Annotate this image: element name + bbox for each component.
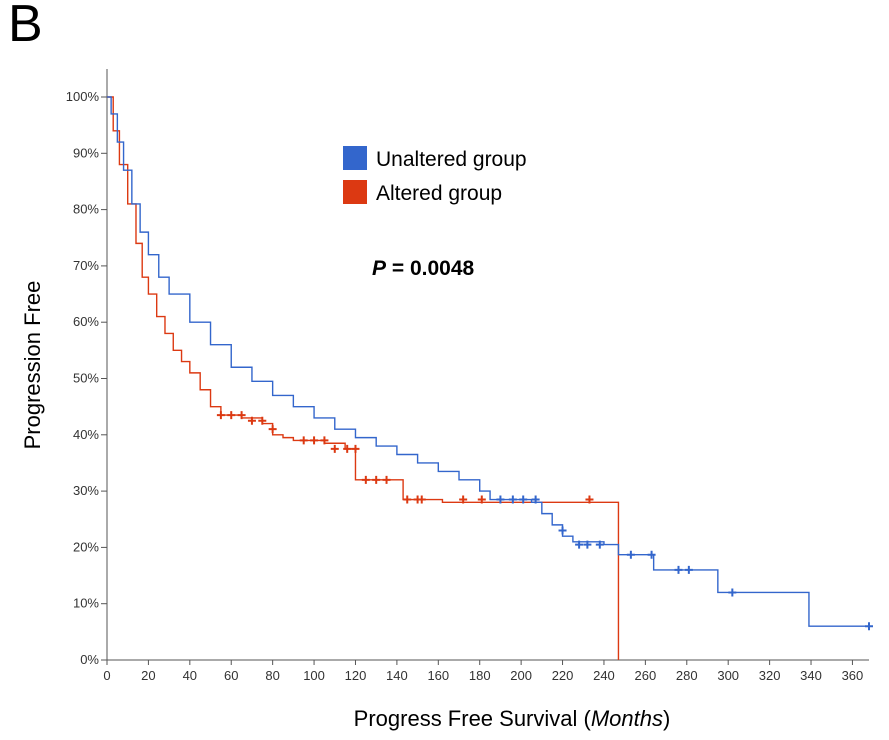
x-tick-label: 40	[183, 668, 197, 683]
y-axis-title: Progression Free	[20, 281, 45, 450]
x-tick-label: 140	[386, 668, 408, 683]
y-tick-label: 100%	[66, 89, 100, 104]
censor-mark-altered	[216, 411, 225, 420]
x-tick-label: 340	[800, 668, 822, 683]
censor-mark-unaltered	[519, 495, 528, 504]
censor-mark-unaltered	[583, 540, 592, 549]
x-tick-label: 120	[345, 668, 367, 683]
censor-mark-altered	[320, 436, 329, 445]
legend: Unaltered group Altered group	[343, 146, 527, 205]
censor-mark-unaltered	[865, 622, 873, 631]
censor-mark-altered	[343, 444, 352, 453]
censor-mark-altered	[372, 475, 381, 484]
p-value-annotation: P = 0.0048	[372, 257, 474, 280]
x-tick-label: 100	[303, 668, 325, 683]
x-tick-label: 320	[759, 668, 781, 683]
censor-mark-altered	[361, 475, 370, 484]
censor-mark-altered	[237, 411, 246, 420]
x-axis-title-end: )	[663, 706, 670, 731]
censor-marks-layer	[216, 411, 873, 631]
p-value-text: = 0.0048	[386, 257, 474, 280]
censor-mark-altered	[268, 425, 277, 434]
x-tick-label: 220	[552, 668, 574, 683]
censor-mark-unaltered	[684, 565, 693, 574]
x-axis-title-main: Progress Free Survival (	[354, 706, 592, 731]
censor-mark-altered	[459, 495, 468, 504]
panel-letter: B	[8, 0, 43, 53]
x-tick-label: 280	[676, 668, 698, 683]
censor-mark-altered	[330, 444, 339, 453]
x-tick-label: 20	[141, 668, 155, 683]
legend-label-altered: Altered group	[376, 182, 502, 205]
censor-mark-altered	[227, 411, 236, 420]
p-value-symbol: P	[372, 257, 387, 280]
censor-mark-altered	[310, 436, 319, 445]
censor-mark-altered	[403, 495, 412, 504]
censor-mark-unaltered	[674, 565, 683, 574]
y-tick-label: 30%	[73, 483, 99, 498]
x-tick-label: 80	[265, 668, 279, 683]
censor-mark-unaltered	[531, 495, 540, 504]
legend-label-unaltered: Unaltered group	[376, 148, 527, 171]
censor-mark-altered	[351, 444, 360, 453]
censor-mark-altered	[258, 416, 267, 425]
censor-mark-unaltered	[626, 550, 635, 559]
censor-mark-altered	[299, 436, 308, 445]
y-tick-label: 90%	[73, 145, 99, 160]
x-tick-label: 300	[717, 668, 739, 683]
x-axis-title-italic: Months	[591, 706, 663, 731]
censor-mark-altered	[477, 495, 486, 504]
y-tick-label: 40%	[73, 427, 99, 442]
series-line-unaltered	[107, 96, 869, 627]
censor-mark-unaltered	[558, 526, 567, 535]
censor-mark-unaltered	[647, 550, 656, 559]
censor-mark-unaltered	[496, 495, 505, 504]
censor-mark-unaltered	[728, 588, 737, 597]
y-tick-label: 60%	[73, 314, 99, 329]
censor-mark-unaltered	[508, 495, 517, 504]
censor-mark-unaltered	[595, 540, 604, 549]
x-tick-label: 360	[842, 668, 864, 683]
y-tick-label: 20%	[73, 539, 99, 554]
x-tick-label: 240	[593, 668, 615, 683]
x-tick-label: 260	[635, 668, 657, 683]
x-tick-label: 200	[510, 668, 532, 683]
y-tick-label: 0%	[80, 652, 99, 667]
censor-mark-altered	[585, 495, 594, 504]
censor-mark-altered	[247, 416, 256, 425]
censor-mark-unaltered	[575, 540, 584, 549]
x-tick-label: 60	[224, 668, 238, 683]
x-tick-label: 0	[103, 668, 110, 683]
y-tick-label: 10%	[73, 596, 99, 611]
y-tick-label: 70%	[73, 258, 99, 273]
x-axis-title: Progress Free Survival (Months)	[354, 706, 671, 731]
censor-mark-altered	[382, 475, 391, 484]
y-tick-label: 50%	[73, 371, 99, 386]
axis-layer: 0% 10% 20% 30% 40% 50% 60% 70% 80% 90% 100% 0 20 40 60…	[66, 69, 869, 683]
y-tick-label: 80%	[73, 202, 99, 217]
x-tick-label: 160	[427, 668, 449, 683]
legend-swatch-altered	[343, 180, 367, 204]
censor-mark-altered	[417, 495, 426, 504]
legend-swatch-unaltered	[343, 146, 367, 170]
x-tick-label: 180	[469, 668, 491, 683]
